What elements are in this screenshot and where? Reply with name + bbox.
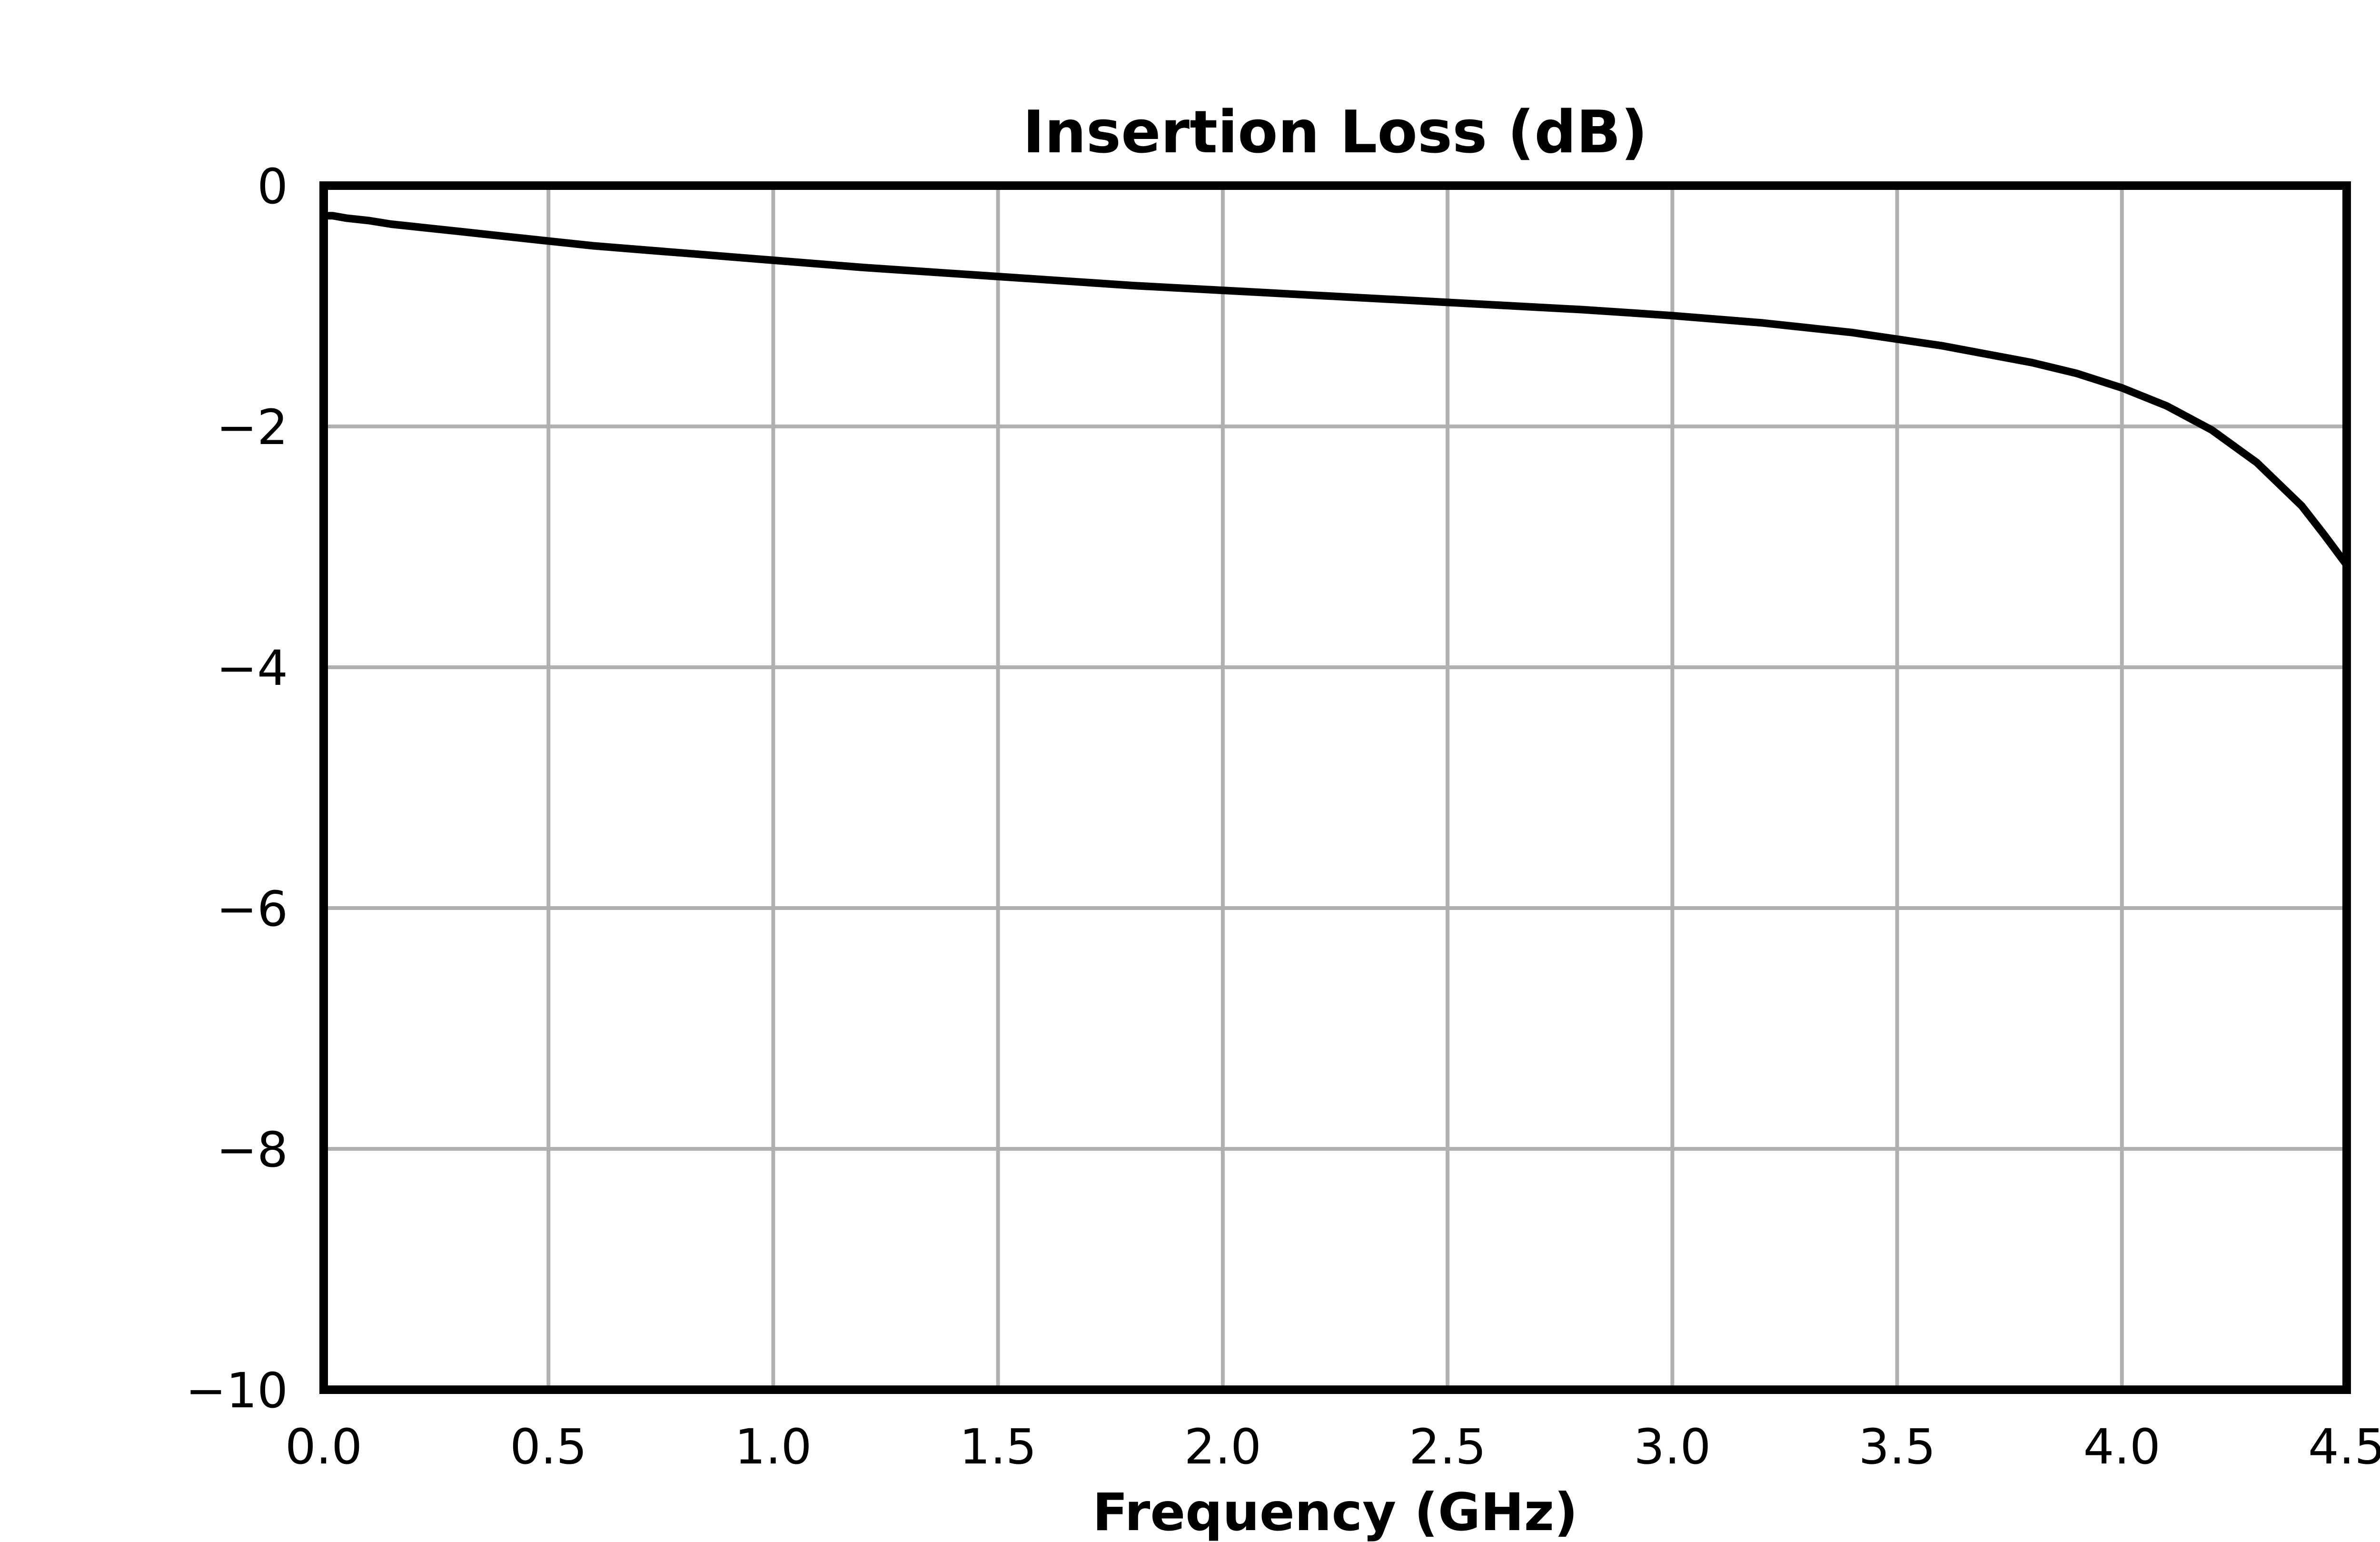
x-tick-label: 0.5 [510, 1419, 587, 1475]
x-tick-label: 4.0 [2083, 1419, 2161, 1475]
y-axis-ticks: 0 −2 −4 −6 −8 −10 [186, 158, 288, 1419]
y-tick-label: −4 [217, 640, 288, 697]
x-tick-label: 2.5 [1409, 1419, 1486, 1475]
insertion-loss-line [320, 212, 2350, 569]
chart-title: Insertion Loss (dB) [1023, 99, 1648, 167]
y-tick-label: −6 [217, 881, 288, 938]
y-tick-label: 0 [257, 158, 288, 215]
x-tick-label: 2.0 [1184, 1419, 1261, 1475]
x-tick-label: 4.5 [2308, 1419, 2380, 1475]
x-tick-label: 3.0 [1634, 1419, 1711, 1475]
x-tick-label: 1.0 [734, 1419, 812, 1475]
y-tick-label: −2 [217, 399, 288, 456]
y-tick-label: −8 [217, 1122, 288, 1178]
x-tick-label: 0.0 [285, 1419, 362, 1475]
x-tick-label: 1.5 [960, 1419, 1037, 1475]
y-tick-label: −10 [186, 1363, 288, 1419]
x-axis-ticks: 0.0 0.5 1.0 1.5 2.0 2.5 3.0 3.5 4.0 4.5 [285, 1419, 2380, 1475]
x-axis-label: Frequency (GHz) [1092, 1482, 1578, 1542]
plot-frame [319, 181, 2351, 1394]
x-tick-label: 3.5 [1858, 1419, 1935, 1475]
series-layer [320, 212, 2350, 569]
